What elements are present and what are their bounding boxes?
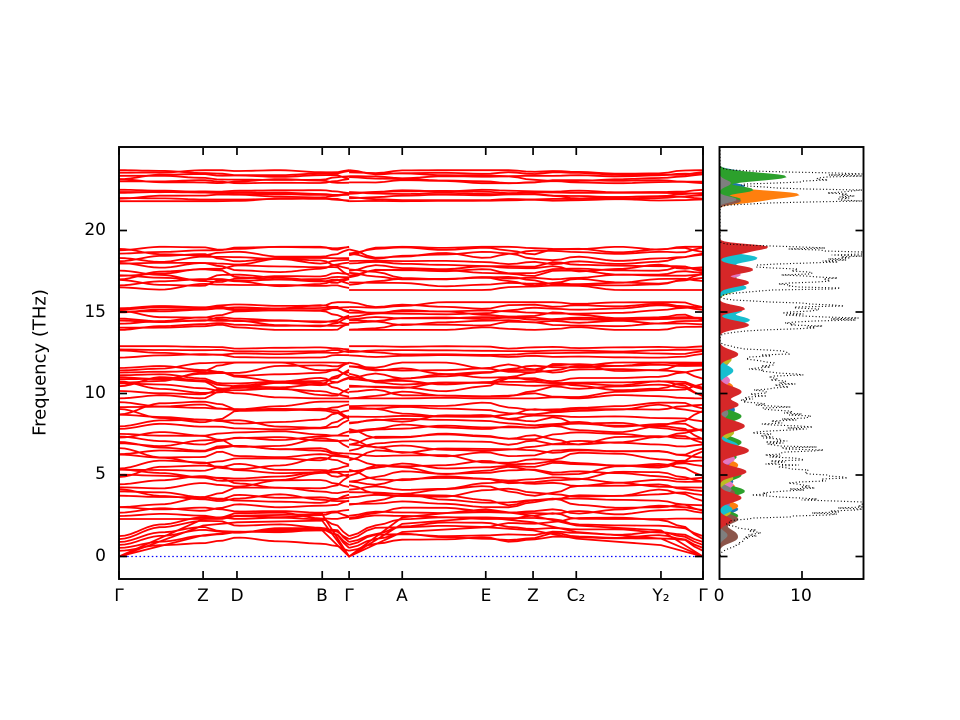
dos-curves (719, 147, 863, 557)
xtick-y2: Y₂ (652, 586, 670, 606)
xtick-gamma-3: Γ (698, 586, 708, 606)
xtick-b: B (316, 586, 328, 606)
xtick-gamma-2: Γ (344, 586, 354, 606)
dos-xtick-10: 10 (790, 586, 812, 606)
ytick-5: 5 (95, 464, 106, 484)
ytick-10: 10 (84, 383, 106, 403)
xtick-d: D (230, 586, 244, 606)
xtick-e: E (480, 586, 492, 606)
xtick-z-2: Z (527, 586, 539, 606)
xtick-gamma-1: Γ (114, 586, 124, 606)
ytick-20: 20 (84, 220, 106, 240)
dos-xtick-0: 0 (713, 586, 725, 606)
xtick-c2: C₂ (566, 586, 586, 606)
xtick-z-1: Z (197, 586, 209, 606)
band-lines (119, 169, 703, 558)
axes (118, 146, 865, 580)
xtick-a: A (396, 586, 408, 606)
ytick-0: 0 (95, 546, 106, 566)
ytick-15: 15 (84, 302, 106, 322)
y-axis-label: Frequency (THz) (29, 289, 51, 436)
